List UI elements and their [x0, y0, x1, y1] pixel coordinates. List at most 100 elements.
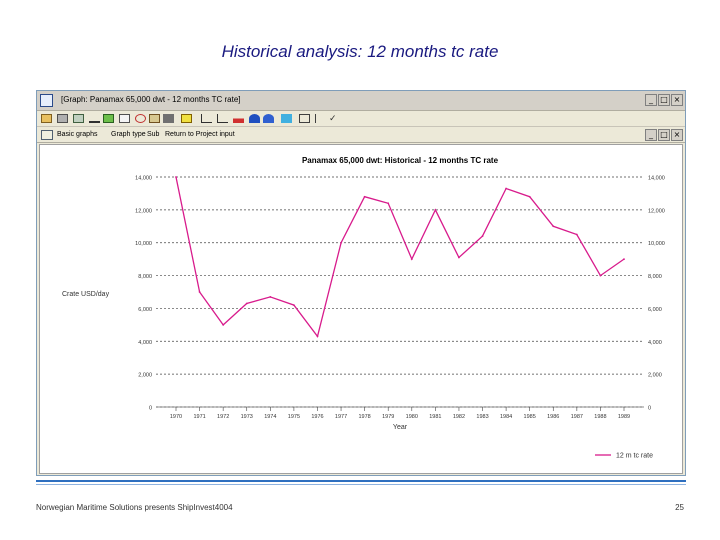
x-tick-label: 1989 — [618, 414, 630, 420]
3d-chart-icon[interactable] — [263, 114, 274, 123]
data-point — [505, 187, 508, 190]
data-point — [198, 291, 201, 293]
data-point — [292, 304, 295, 307]
data-point — [528, 195, 531, 198]
window-title: [Graph: Panamax 65,000 dwt - 12 months T… — [61, 95, 241, 104]
data-point — [245, 302, 248, 305]
data-point — [222, 323, 225, 326]
footer-divider — [36, 480, 686, 482]
data-point — [552, 225, 555, 228]
y-tick-label-left: 8,000 — [138, 274, 152, 280]
chart-title: Panamax 65,000 dwt: Historical - 12 mont… — [302, 156, 499, 165]
y-axis-label: Crate USD/day — [62, 291, 110, 298]
open-icon[interactable] — [41, 114, 52, 123]
menu-sub[interactable]: Sub — [147, 131, 160, 138]
x-tick-label: 1985 — [524, 414, 536, 420]
x-tick-label: 1976 — [311, 414, 323, 420]
bar-chart-icon[interactable] — [103, 114, 114, 123]
area-chart-icon[interactable] — [233, 114, 244, 123]
y-tick-label-right: 10,000 — [648, 241, 665, 247]
footer-text: Norwegian Maritime Solutions presents Sh… — [36, 503, 233, 512]
menu-graph-type[interactable]: Graph type — [111, 131, 146, 138]
menubar: Basic graphs Graph type Sub Return to Pr… — [37, 127, 685, 143]
close-icon[interactable]: × — [671, 94, 683, 106]
print-icon[interactable] — [57, 114, 68, 123]
window-controls: _ □ × — [645, 94, 683, 106]
x-tick-label: 1979 — [382, 414, 394, 420]
x-tick-label: 1978 — [359, 414, 371, 420]
grid-icon[interactable] — [299, 114, 310, 123]
mdi-restore-icon[interactable]: □ — [658, 129, 670, 141]
toolbar: ✓ — [37, 111, 685, 127]
restore-icon[interactable]: □ — [658, 94, 670, 106]
x-tick-label: 1982 — [453, 414, 465, 420]
x-tick-label: 1975 — [288, 414, 300, 420]
x-tick-label: 1977 — [335, 414, 347, 420]
graph-menu-icon — [41, 130, 53, 140]
legend-icon[interactable] — [281, 114, 292, 123]
line-tool-icon[interactable] — [89, 114, 100, 123]
data-point — [340, 241, 342, 244]
preview-icon[interactable] — [73, 114, 84, 123]
axis-icon[interactable] — [315, 114, 326, 123]
x-tick-label: 1973 — [241, 414, 253, 420]
graph-window: [Graph: Panamax 65,000 dwt - 12 months T… — [36, 90, 686, 476]
y-tick-label-left: 2,000 — [138, 373, 152, 379]
x-tick-label: 1971 — [193, 414, 205, 420]
x-tick-label: 1983 — [476, 414, 488, 420]
data-point — [623, 258, 625, 261]
x-tick-label: 1987 — [571, 414, 583, 420]
line-chart-icon[interactable] — [217, 114, 228, 123]
y-tick-label-left: 0 — [149, 406, 152, 412]
y-tick-label-right: 2,000 — [648, 373, 662, 379]
check-icon[interactable]: ✓ — [329, 113, 337, 123]
menu-return-to-project-input[interactable]: Return to Project input — [165, 131, 235, 138]
mdi-minimize-icon[interactable]: _ — [645, 129, 657, 141]
x-tick-label: 1981 — [429, 414, 441, 420]
x-tick-label: 1980 — [406, 414, 418, 420]
legend-label: 12 m tc rate — [616, 453, 653, 460]
paste-icon[interactable] — [149, 114, 160, 123]
app-icon — [40, 94, 53, 107]
menu-basic-graphs[interactable]: Basic graphs — [57, 131, 98, 138]
y-tick-label-left: 14,000 — [135, 176, 152, 182]
data-icon[interactable] — [163, 114, 174, 123]
window-titlebar[interactable]: [Graph: Panamax 65,000 dwt - 12 months T… — [37, 91, 685, 111]
x-axis-label: Year — [393, 424, 408, 431]
y-tick-label-right: 14,000 — [648, 176, 665, 182]
copy-icon[interactable] — [119, 114, 130, 123]
chart-type-icon[interactable] — [201, 114, 212, 123]
export-icon[interactable] — [181, 114, 192, 123]
footer-divider-thin — [36, 484, 686, 485]
pie-chart-icon[interactable] — [249, 114, 260, 123]
x-tick-label: 1970 — [170, 414, 182, 420]
y-tick-label-right: 0 — [648, 406, 651, 412]
y-tick-label-left: 4,000 — [138, 340, 152, 346]
y-tick-label-right: 8,000 — [648, 274, 662, 280]
data-point — [575, 233, 578, 236]
data-point — [316, 335, 319, 338]
y-tick-label-left: 6,000 — [138, 307, 152, 313]
line-chart: Panamax 65,000 dwt: Historical - 12 mont… — [62, 156, 665, 460]
y-tick-label-right: 6,000 — [648, 307, 662, 313]
mdi-controls: _ □ × — [645, 129, 683, 141]
data-point — [387, 202, 390, 205]
data-point — [269, 296, 272, 298]
data-point — [363, 195, 366, 198]
x-tick-label: 1988 — [594, 414, 606, 420]
minimize-icon[interactable]: _ — [645, 94, 657, 106]
y-tick-label-left: 12,000 — [135, 208, 152, 214]
data-point — [175, 176, 177, 178]
chart-panel: Panamax 65,000 dwt: Historical - 12 mont… — [39, 144, 683, 474]
y-tick-label-right: 12,000 — [648, 208, 665, 214]
x-tick-label: 1974 — [264, 414, 276, 420]
x-tick-label: 1972 — [217, 414, 229, 420]
data-point — [481, 235, 484, 238]
page-number: 25 — [675, 503, 684, 512]
slide-title: Historical analysis: 12 months tc rate — [221, 42, 499, 61]
series-line — [175, 176, 625, 338]
y-tick-label-left: 10,000 — [135, 241, 152, 247]
cut-icon[interactable] — [135, 114, 146, 123]
data-point — [458, 256, 460, 259]
mdi-close-icon[interactable]: × — [671, 129, 683, 141]
